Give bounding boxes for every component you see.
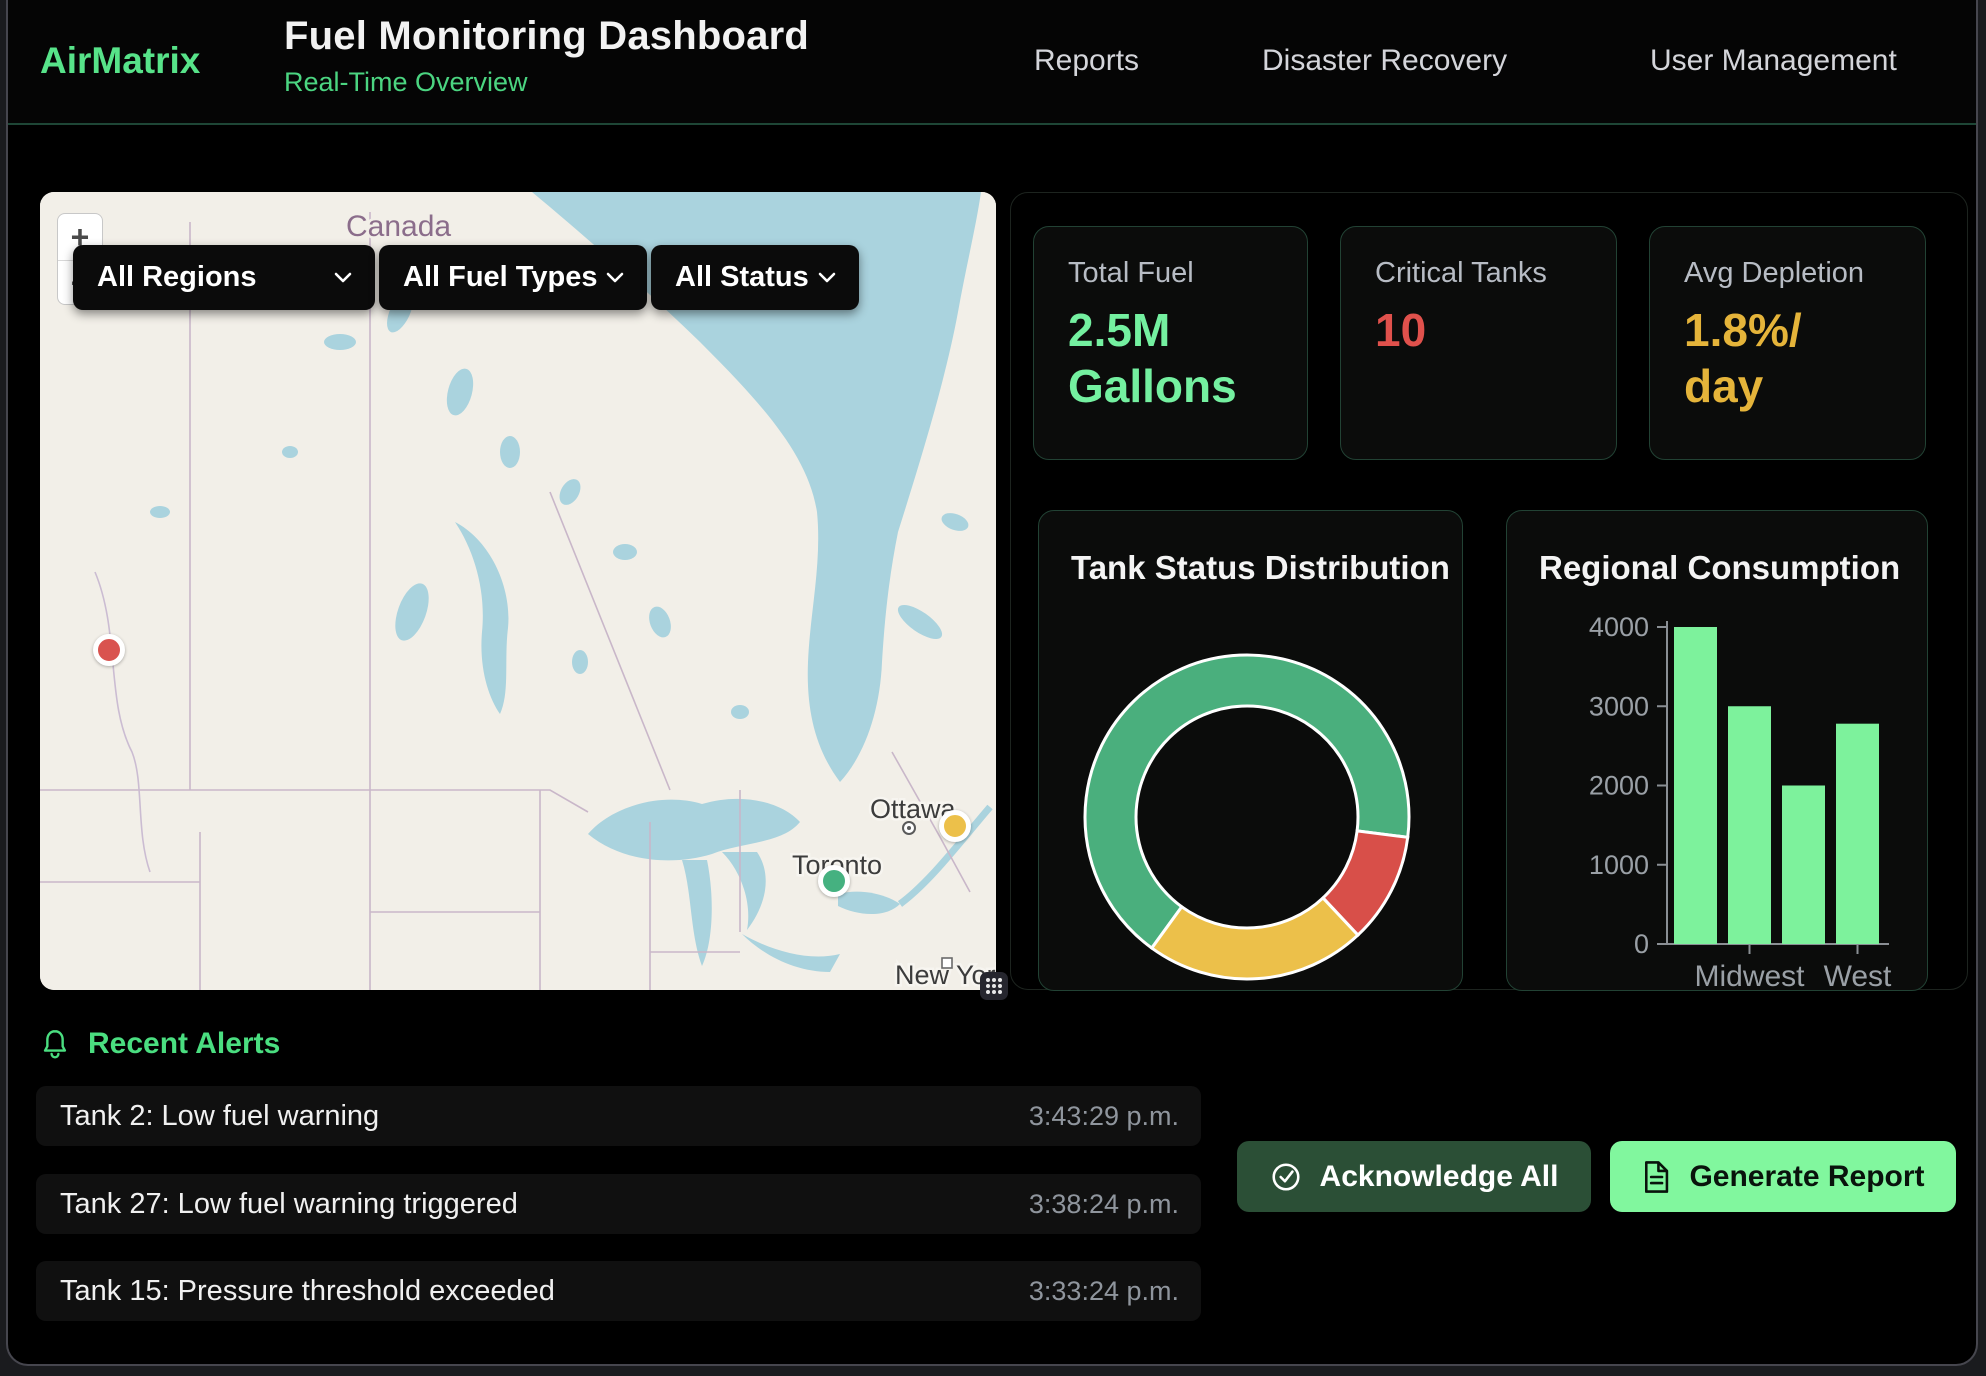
map-lake (282, 446, 298, 458)
status-filter-value: All Status (675, 261, 809, 294)
chart-title: Regional Consumption (1539, 549, 1900, 587)
y-tick-label: 3000 (1589, 691, 1649, 721)
map-filters: All Regions All Fuel Types All Status (73, 245, 859, 310)
bar-1 (1728, 706, 1771, 944)
chevron-down-icon (817, 272, 837, 284)
title-block: Fuel Monitoring Dashboard Real-Time Over… (284, 14, 809, 98)
alert-timestamp: 3:33:24 p.m. (1029, 1276, 1179, 1307)
x-tick-label: West (1824, 960, 1892, 991)
fuel-type-filter-dropdown[interactable]: All Fuel Types (379, 245, 647, 310)
y-tick-label: 4000 (1589, 612, 1649, 642)
y-tick-label: 1000 (1589, 850, 1649, 880)
resize-handle[interactable] (980, 972, 1008, 1000)
alerts-header: Recent Alerts (38, 1026, 280, 1062)
map-lake (613, 544, 637, 560)
map-lake (572, 650, 588, 674)
tank-status-chart-card: Tank Status Distribution (1038, 510, 1463, 991)
acknowledge-all-label: Acknowledge All (1320, 1160, 1559, 1194)
generate-report-button[interactable]: Generate Report (1610, 1141, 1956, 1212)
map-lake (500, 436, 520, 468)
kpi-value: 2.5MGallons (1068, 302, 1307, 414)
map-canvas: Canada Ottawa Toronto New York (40, 192, 996, 990)
page-subtitle: Real-Time Overview (284, 67, 809, 98)
check-circle-icon (1270, 1161, 1302, 1193)
alert-timestamp: 3:43:29 p.m. (1029, 1101, 1179, 1132)
status-filter-dropdown[interactable]: All Status (651, 245, 859, 310)
nav-disaster-recovery[interactable]: Disaster Recovery (1262, 44, 1507, 78)
acknowledge-all-button[interactable]: Acknowledge All (1237, 1141, 1591, 1212)
kpi-critical-tanks: Critical Tanks 10 (1340, 226, 1617, 460)
brand-logo: AirMatrix (40, 40, 200, 82)
bar-2 (1782, 786, 1825, 945)
region-filter-dropdown[interactable]: All Regions (73, 245, 375, 310)
alerts-title: Recent Alerts (88, 1027, 280, 1061)
kpi-label: Avg Depletion (1684, 257, 1925, 290)
page-title: Fuel Monitoring Dashboard (284, 14, 809, 59)
chevron-down-icon (333, 272, 353, 284)
map-lake (150, 506, 170, 518)
tank-marker-critical[interactable] (93, 634, 125, 666)
y-tick-label: 0 (1634, 929, 1649, 959)
kpi-value: 1.8%/day (1684, 302, 1925, 414)
alert-row[interactable]: Tank 27: Low fuel warning triggered 3:38… (36, 1174, 1201, 1234)
map-lake (324, 334, 356, 350)
kpi-label: Total Fuel (1068, 257, 1307, 290)
ottawa-town-dot-core (907, 826, 911, 830)
alert-row[interactable]: Tank 15: Pressure threshold exceeded 3:3… (36, 1261, 1201, 1321)
new-york-town-dot (942, 958, 952, 968)
donut-segment-warning (1152, 898, 1358, 979)
tank-marker-warning[interactable] (939, 810, 971, 842)
fuel-type-filter-value: All Fuel Types (403, 261, 597, 294)
y-tick-label: 2000 (1589, 771, 1649, 801)
kpi-label: Critical Tanks (1375, 257, 1616, 290)
tank-marker-normal[interactable] (818, 865, 850, 897)
x-tick-label: Midwest (1694, 960, 1805, 991)
map-label-canada: Canada (346, 210, 451, 243)
bar-0 (1674, 627, 1717, 944)
chevron-down-icon (605, 272, 625, 284)
map-lake (731, 705, 749, 719)
alert-timestamp: 3:38:24 p.m. (1029, 1189, 1179, 1220)
alert-text: Tank 2: Low fuel warning (60, 1100, 379, 1133)
alert-text: Tank 27: Low fuel warning triggered (60, 1188, 518, 1221)
alert-row[interactable]: Tank 2: Low fuel warning 3:43:29 p.m. (36, 1086, 1201, 1146)
kpi-total-fuel: Total Fuel 2.5MGallons (1033, 226, 1308, 460)
regional-consumption-chart-card: 0 1000 2000 3000 4000 Midwest West Regional Co… (1506, 510, 1928, 991)
header: AirMatrix Fuel Monitoring Dashboard Real… (8, 0, 1976, 125)
nav-user-management[interactable]: User Management (1650, 44, 1897, 78)
region-filter-value: All Regions (97, 261, 257, 294)
app-window: AirMatrix Fuel Monitoring Dashboard Real… (6, 0, 1978, 1366)
alert-text: Tank 15: Pressure threshold exceeded (60, 1275, 555, 1308)
generate-report-label: Generate Report (1689, 1160, 1924, 1194)
bell-icon (38, 1026, 72, 1062)
map[interactable]: Canada Ottawa Toronto New York + − All R… (40, 192, 996, 990)
bar-3 (1836, 724, 1879, 944)
kpi-avg-depletion: Avg Depletion 1.8%/day (1649, 226, 1926, 460)
kpi-value: 10 (1375, 302, 1616, 358)
stats-panel: Total Fuel 2.5MGallons Critical Tanks 10… (1010, 192, 1968, 990)
document-icon (1641, 1160, 1671, 1194)
chart-title: Tank Status Distribution (1071, 549, 1450, 587)
nav-reports[interactable]: Reports (1034, 44, 1139, 78)
